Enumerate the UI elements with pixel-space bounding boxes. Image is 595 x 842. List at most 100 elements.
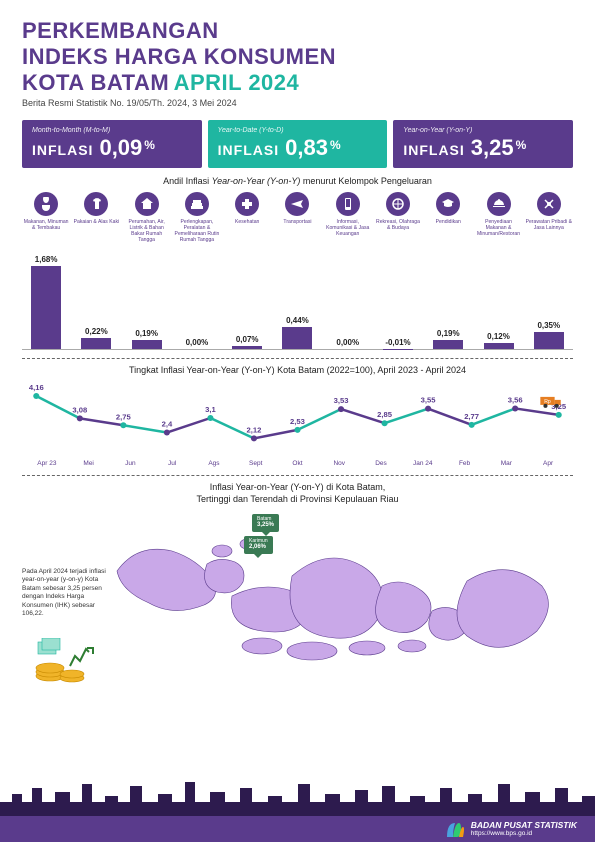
category-label: Perlengkapan, Peralatan & Pemeliharaan R… xyxy=(173,219,221,243)
bar-4: 0,07% xyxy=(223,255,271,349)
line-x-label: Jan 24 xyxy=(402,460,444,467)
line-x-label: Feb xyxy=(444,460,486,467)
section3-title-l1-em: Year-on-Year (Y-on-Y) xyxy=(236,482,324,492)
sofa-icon xyxy=(185,192,209,216)
metric-yoy-value: 3,25 xyxy=(471,135,514,161)
separator-2 xyxy=(22,475,573,476)
bar-value-label: 0,00% xyxy=(336,338,359,347)
care-icon xyxy=(537,192,561,216)
line-x-label: Des xyxy=(360,460,402,467)
category-label: Makanan, Minuman & Tembakau xyxy=(22,219,70,231)
section2-title-em: Year-on-Year (Y-on-Y) xyxy=(187,365,275,375)
svg-text:3,53: 3,53 xyxy=(334,397,349,406)
title-line1: PERKEMBANGAN xyxy=(22,18,573,44)
category-label: Perawatan Pribadi & Jasa Lainnya xyxy=(525,219,573,231)
plane-icon xyxy=(285,192,309,216)
title-line2: INDEKS HARGA KONSUMEN xyxy=(22,44,573,70)
metric-ytd-value: 0,83 xyxy=(285,135,328,161)
line-x-label: Mei xyxy=(68,460,110,467)
resto-icon xyxy=(487,192,511,216)
svg-text:3,1: 3,1 xyxy=(205,406,216,415)
bar-2: 0,19% xyxy=(123,255,171,349)
categories-row: Makanan, Minuman & TembakauPakaian & Ala… xyxy=(22,192,573,243)
metric-yoy-pct: % xyxy=(516,138,527,152)
svg-text:3,55: 3,55 xyxy=(421,396,436,405)
category-label: Perumahan, Air, Listrik & Bahan Bakar Ru… xyxy=(123,219,171,243)
metric-yoy-caption: Year-on-Year (Y-on-Y) xyxy=(403,127,563,134)
svg-text:4,16: 4,16 xyxy=(29,383,44,392)
food-icon xyxy=(34,192,58,216)
bar-7: -0,01% xyxy=(374,255,422,349)
metric-ytd-caption: Year-to-Date (Y-to-D) xyxy=(218,127,378,134)
category-label: Kesehatan xyxy=(223,219,271,225)
bar-1: 0,22% xyxy=(72,255,120,349)
map-marker-karimun: Karimun2,06% xyxy=(244,536,273,554)
map-marker-batam: Batam3,25% xyxy=(252,514,279,532)
separator-1 xyxy=(22,358,573,359)
map-svg xyxy=(112,516,552,681)
bar-value-label: -0,01% xyxy=(385,338,410,347)
title-line3: KOTA BATAM APRIL 2024 xyxy=(22,70,573,96)
category-label: Penyediaan Makanan & Minuman/Restoran xyxy=(474,219,522,237)
line-x-label: Jul xyxy=(151,460,193,467)
category-care: Perawatan Pribadi & Jasa Lainnya xyxy=(525,192,573,243)
title-line3a: KOTA BATAM xyxy=(22,70,169,95)
bps-logo-icon xyxy=(445,819,465,839)
subtitle: Berita Resmi Statistik No. 19/05/Th. 202… xyxy=(22,98,573,108)
house-icon xyxy=(135,192,159,216)
skyline-silhouette xyxy=(0,780,595,816)
bar-value-label: 0,12% xyxy=(487,332,510,341)
category-house: Perumahan, Air, Listrik & Bahan Bakar Ru… xyxy=(123,192,171,243)
metrics-row: Month-to-Month (M-to-M) INFLASI 0,09 % Y… xyxy=(22,120,573,168)
section2-title: Tingkat Inflasi Year-on-Year (Y-on-Y) Ko… xyxy=(22,365,573,375)
bar-6: 0,00% xyxy=(324,255,372,349)
bar-8: 0,19% xyxy=(424,255,472,349)
svg-text:2,77: 2,77 xyxy=(464,412,479,421)
title-line3b: APRIL 2024 xyxy=(174,70,300,95)
svg-text:3,08: 3,08 xyxy=(72,406,87,415)
bar-value-label: 0,44% xyxy=(286,316,309,325)
map-wrap: Batam3,25% Karimun2,06% Pada April 2024 t… xyxy=(22,508,573,688)
line-chart: 4,163,082,752,43,12,122,533,532,853,552,… xyxy=(22,379,573,467)
rec-icon xyxy=(386,192,410,216)
category-label: Informasi, Komunikasi & Jasa Keuangan xyxy=(324,219,372,237)
bar-0: 1,68% xyxy=(22,255,70,349)
line-x-label: Mar xyxy=(485,460,527,467)
section3-title-l1-pre: Inflasi xyxy=(210,482,236,492)
coins-icon xyxy=(32,638,102,683)
category-label: Pendidikan xyxy=(424,219,472,225)
bar-value-label: 0,35% xyxy=(537,321,560,330)
svg-text:3,56: 3,56 xyxy=(508,396,523,405)
map-note: Pada April 2024 terjadi inflasi year-on-… xyxy=(22,568,117,619)
bar-3: 0,00% xyxy=(173,255,221,349)
bar-5: 0,44% xyxy=(273,255,321,349)
bar-value-label: 0,00% xyxy=(186,338,209,347)
metric-ytd-label: INFLASI xyxy=(218,142,279,158)
svg-text:2,85: 2,85 xyxy=(377,411,392,420)
category-rec: Rekreasi, Olahraga & Budaya xyxy=(374,192,422,243)
metric-mtm-caption: Month-to-Month (M-to-M) xyxy=(32,127,192,134)
category-sofa: Perlengkapan, Peralatan & Pemeliharaan R… xyxy=(173,192,221,243)
category-clothes: Pakaian & Alas Kaki xyxy=(72,192,120,243)
svg-text:2,4: 2,4 xyxy=(162,420,173,429)
footer-title: BADAN PUSAT STATISTIK xyxy=(471,821,577,830)
section3-title: Inflasi Year-on-Year (Y-on-Y) di Kota Ba… xyxy=(22,482,573,505)
svg-text:2,12: 2,12 xyxy=(247,426,262,435)
footer-url: https://www.bps.go.id xyxy=(471,830,577,837)
category-health: Kesehatan xyxy=(223,192,271,243)
bar-value-label: 0,19% xyxy=(135,329,158,338)
bar-9: 0,12% xyxy=(474,255,522,349)
clothes-icon xyxy=(84,192,108,216)
section2-title-pre: Tingkat Inflasi xyxy=(129,365,187,375)
category-edu: Pendidikan xyxy=(424,192,472,243)
footer: BADAN PUSAT STATISTIK https://www.bps.go… xyxy=(0,816,595,842)
category-plane: Transportasi xyxy=(273,192,321,243)
metric-mtm-label: INFLASI xyxy=(32,142,93,158)
metric-ytd: Year-to-Date (Y-to-D) INFLASI 0,83 % xyxy=(208,120,388,168)
category-resto: Penyediaan Makanan & Minuman/Restoran xyxy=(474,192,522,243)
line-x-label: Sept xyxy=(235,460,277,467)
line-x-label: Nov xyxy=(318,460,360,467)
bar-value-label: 0,22% xyxy=(85,327,108,336)
bar-10: 0,35% xyxy=(525,255,573,349)
metric-yoy: Year-on-Year (Y-on-Y) INFLASI 3,25 % xyxy=(393,120,573,168)
